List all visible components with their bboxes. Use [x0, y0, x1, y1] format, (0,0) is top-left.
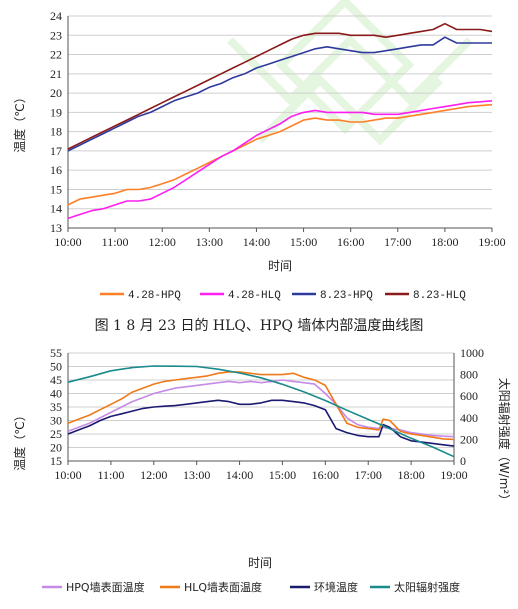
x-tick-label: 12:00: [140, 468, 167, 482]
y-tick-label: 19: [50, 105, 62, 119]
x-tick-label: 14:00: [226, 468, 253, 482]
x-tick-label: 17:00: [384, 235, 411, 249]
series-line-s3: [67, 365, 455, 458]
y-right-tick-label: 200: [460, 432, 478, 446]
y-tick-label: 20: [50, 86, 62, 100]
series-line-4-28-hpq: [67, 103, 493, 206]
x-tick-label: 13:00: [196, 235, 223, 249]
y-axis-title-1: 温度（℃）: [12, 91, 27, 152]
y-right-tick-label: 600: [460, 389, 478, 403]
plot-area-1: [68, 16, 492, 228]
x-tick-label: 10:00: [54, 468, 81, 482]
legend-label: 太阳辐射强度: [394, 580, 460, 594]
y-tick-label: 15: [50, 182, 62, 196]
x-tick-label: 15:00: [290, 235, 317, 249]
x-tick-labels-1: 10:00 11:00 12:00 13:00 14:00 15:00 16:00 17:00…: [54, 235, 505, 249]
y-tick-label: 20: [50, 441, 62, 455]
x-tick-label: 18:00: [431, 235, 458, 249]
x-tick-label: 16:00: [337, 235, 364, 249]
series-line-hlq: [67, 371, 455, 441]
legend-label: HLQ墙表面温度: [184, 580, 262, 594]
y-tick-label: 45: [50, 373, 62, 387]
x-tick-label: 17:00: [355, 468, 382, 482]
x-tick-label: 16:00: [312, 468, 339, 482]
y-tick-label: 30: [50, 414, 62, 428]
legend-label: 4.28-HPQ: [128, 290, 181, 302]
y-tick-label: 15: [50, 454, 62, 468]
plot-area-2: [68, 352, 454, 532]
y-tick-label: 18: [50, 125, 62, 139]
legend-1: 4.28-HPQ 4.28-HLQ 8.23-HPQ 8.23-HLQ: [100, 290, 466, 302]
x-tick-label: 10:00: [54, 235, 81, 249]
x-tick-label: 12:00: [149, 235, 176, 249]
x-axis-title-1: 时间: [268, 259, 292, 273]
y-right-tick-label: 400: [460, 411, 478, 425]
y-right-axis-title-2: 太阳辐射强度（W/m²）: [497, 378, 512, 506]
y-right-tick-label: 1000: [460, 346, 484, 360]
y-tick-label: 23: [50, 28, 62, 42]
y-tick-label: 50: [50, 360, 62, 374]
legend-2: HPQ墙表面温度 HLQ墙表面温度 环境温度 太阳辐射强度: [42, 580, 460, 594]
legend-label: 环境温度: [314, 580, 358, 594]
legend-label: 8.23-HLQ: [413, 290, 466, 302]
x-tick-label: 19:00: [478, 235, 505, 249]
x-tick-label: 14:00: [243, 235, 270, 249]
y-right-tick-label: 0: [460, 454, 466, 468]
axes-2: [67, 353, 455, 465]
y-tick-label: 16: [50, 163, 62, 177]
x-tick-labels-2: 10:00 11:00 12:00 13:00 14:00 15:00 16:00 17:00…: [54, 468, 467, 482]
series-line-8-23-hpq: [67, 36, 492, 152]
gridlines-1: [68, 15, 492, 229]
legend-label: 4.28-HLQ: [228, 290, 281, 302]
x-axis-title-2: 时间: [248, 556, 272, 570]
y-tick-label: 40: [50, 387, 62, 401]
x-tick-label: 11:00: [97, 468, 124, 482]
series-lines-2: [67, 365, 455, 458]
y-tick-label: 24: [50, 9, 62, 23]
y-axis-title-2: 温度（℃）: [12, 409, 27, 470]
chart-internal-temperature: 13 14 15 16 17 18 19 20 21 22 23 24 10:00 11:00 12:00…: [12, 0, 506, 302]
y-tick-labels-1: 13 14 15 16 17 18 19 20 21 22 23 24: [50, 9, 62, 235]
y-right-tick-label: 800: [460, 368, 478, 382]
y-tick-label: 17: [50, 144, 62, 158]
x-tick-label: 13:00: [183, 468, 210, 482]
y-tick-label: 55: [50, 346, 62, 360]
y-right-tick-labels-2: 0 200 400 600 800 1000: [460, 346, 484, 468]
x-tick-label: 11:00: [102, 235, 129, 249]
y-tick-label: 13: [50, 221, 62, 235]
y-tick-label: 25: [50, 427, 62, 441]
y-tick-label: 14: [50, 202, 62, 216]
figure-caption: 图 1 8 月 23 日的 HLQ、HPQ 墙体内部温度曲线图: [94, 318, 424, 334]
series-line-4-28-hlq: [67, 100, 493, 220]
x-tick-label: 19:00: [440, 468, 467, 482]
y-tick-label: 35: [50, 400, 62, 414]
x-tick-label: 15:00: [269, 468, 296, 482]
legend-label: HPQ墙表面温度: [66, 580, 145, 594]
y-tick-label: 22: [50, 48, 62, 62]
series-lines-1: [67, 22, 493, 220]
series-line-s2: [67, 399, 455, 447]
series-line-8-23-hlq: [67, 22, 493, 150]
y-tick-label: 21: [50, 67, 62, 81]
x-tick-label: 18:00: [397, 468, 424, 482]
legend-label: 8.23-HPQ: [320, 290, 373, 302]
axes-1: [67, 16, 493, 232]
